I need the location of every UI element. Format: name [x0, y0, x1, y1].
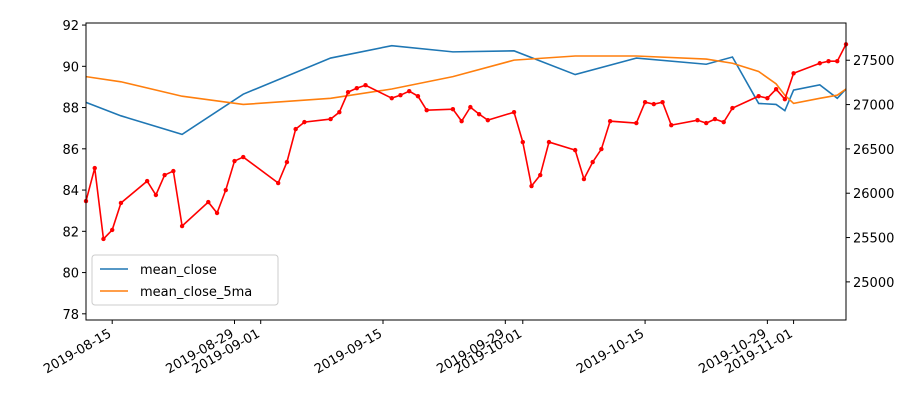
- series-line: [85, 55, 847, 106]
- point: [590, 159, 595, 165]
- point: [634, 120, 639, 126]
- x-tick-label: 2019-10-15: [574, 326, 647, 377]
- y2-tick-label: 26500: [853, 143, 894, 158]
- point: [302, 119, 307, 125]
- point: [232, 158, 237, 164]
- point: [607, 118, 613, 124]
- point: [144, 178, 150, 184]
- point: [581, 176, 587, 182]
- point: [599, 146, 604, 152]
- point: [520, 139, 525, 145]
- point: [162, 172, 167, 178]
- y-tick-label: 90: [62, 60, 79, 75]
- point: [275, 180, 281, 186]
- legend-box: [91, 254, 279, 306]
- y-tick-label: 80: [62, 267, 79, 282]
- point: [214, 210, 220, 216]
- y-tick-label: 88: [62, 102, 79, 117]
- point: [468, 104, 473, 110]
- point: [450, 106, 456, 112]
- point: [284, 159, 290, 165]
- point: [354, 85, 360, 91]
- legend-label: mean_close: [140, 263, 217, 278]
- series-line: [85, 44, 847, 136]
- point: [92, 165, 97, 171]
- x-tick-label: 2019-08-15: [41, 326, 114, 377]
- point: [538, 172, 543, 178]
- point: [407, 88, 412, 94]
- y2-tick-label: 27000: [853, 99, 894, 114]
- point: [669, 122, 674, 128]
- point: [660, 99, 665, 105]
- point: [345, 89, 351, 95]
- point: [398, 92, 403, 98]
- point: [546, 139, 552, 145]
- point: [730, 105, 735, 111]
- y2-tick-label: 27500: [853, 54, 894, 69]
- legend-label: mean_close_5ma: [140, 285, 252, 300]
- y-tick-label: 92: [62, 19, 79, 34]
- point: [721, 119, 726, 125]
- point: [835, 59, 840, 64]
- y2-tick-label: 26000: [853, 187, 894, 202]
- point: [415, 93, 421, 99]
- point: [791, 71, 796, 76]
- y-tick-label: 78: [62, 308, 79, 323]
- point: [476, 111, 482, 117]
- point: [529, 183, 534, 189]
- point: [826, 59, 831, 64]
- point: [765, 95, 770, 101]
- point: [223, 187, 228, 193]
- point: [110, 227, 115, 233]
- point: [651, 101, 657, 107]
- y2-tick-label: 25000: [853, 276, 894, 291]
- point: [293, 126, 298, 132]
- point: [179, 223, 185, 229]
- x-tick-label: 2019-09-15: [312, 326, 385, 377]
- point: [756, 93, 761, 99]
- point: [704, 120, 709, 126]
- point: [206, 199, 211, 205]
- point: [782, 96, 788, 102]
- point: [459, 118, 464, 124]
- point: [101, 236, 106, 242]
- y-tick-label: 86: [62, 143, 79, 158]
- point: [337, 109, 342, 115]
- point: [511, 109, 517, 115]
- point: [389, 95, 394, 101]
- point: [171, 168, 176, 174]
- point: [118, 200, 124, 206]
- point: [424, 107, 429, 113]
- point: [695, 117, 700, 123]
- y-tick-label: 84: [62, 184, 79, 199]
- point: [712, 116, 718, 122]
- point: [363, 83, 368, 88]
- point: [241, 154, 246, 160]
- point: [773, 87, 779, 92]
- plot-frame: [85, 22, 847, 321]
- point: [485, 117, 491, 123]
- point: [817, 61, 822, 66]
- point: [153, 192, 159, 198]
- y-tick-label: 82: [62, 225, 79, 240]
- point: [572, 147, 578, 153]
- point: [642, 99, 648, 105]
- point: [328, 116, 333, 122]
- y2-tick-label: 25500: [853, 232, 894, 247]
